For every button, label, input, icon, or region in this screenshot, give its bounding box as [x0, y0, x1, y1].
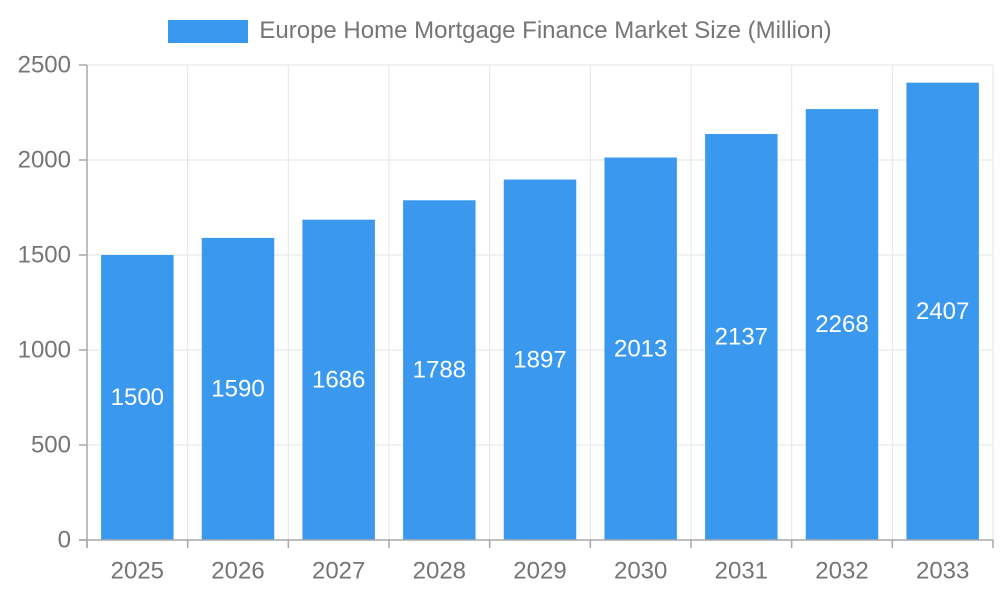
legend-item-series[interactable]: Europe Home Mortgage Finance Market Size… [168, 17, 832, 45]
x-tick-label-2031: 2031 [715, 558, 768, 585]
y-tick-label: 0 [58, 527, 71, 554]
bar-2029[interactable] [503, 179, 577, 540]
bar-value-label-2031: 2137 [715, 323, 768, 350]
x-tick-label-2027: 2027 [312, 558, 365, 585]
bar-2025[interactable] [101, 255, 174, 540]
x-tick-label-2030: 2030 [614, 558, 667, 585]
bar-value-label-2033: 2407 [916, 298, 969, 325]
x-tick-label-2032: 2032 [815, 558, 868, 585]
bar-value-label-2026: 1590 [211, 375, 264, 402]
chart-legend: Europe Home Mortgage Finance Market Size… [0, 17, 1000, 45]
bar-value-label-2027: 1686 [312, 366, 365, 393]
bar-2026[interactable] [201, 237, 275, 540]
bar-value-label-2030: 2013 [614, 335, 667, 362]
y-tick-label: 1500 [18, 242, 71, 269]
bar-2027[interactable] [302, 219, 375, 540]
y-tick-label: 500 [31, 432, 71, 459]
x-tick-label-2033: 2033 [916, 558, 969, 585]
bar-value-label-2025: 1500 [111, 384, 164, 411]
y-tick-label: 2000 [18, 147, 71, 174]
bar-value-label-2028: 1788 [413, 357, 466, 384]
bar-2033[interactable] [906, 82, 979, 541]
bar-2032[interactable] [805, 109, 879, 540]
x-tick-label-2028: 2028 [413, 558, 466, 585]
x-tick-label-2029: 2029 [513, 558, 566, 585]
x-tick-label-2025: 2025 [111, 558, 164, 585]
bar-value-label-2032: 2268 [815, 311, 868, 338]
bar-2030[interactable] [604, 157, 677, 540]
y-tick-label: 2500 [18, 52, 71, 79]
x-tick-label-2026: 2026 [211, 558, 264, 585]
bar-value-label-2029: 1897 [513, 346, 566, 373]
bar-2028[interactable] [403, 200, 476, 540]
y-tick-label: 1000 [18, 337, 71, 364]
bar-2031[interactable] [705, 133, 778, 540]
legend-label: Europe Home Mortgage Finance Market Size… [259, 17, 832, 44]
legend-swatch [168, 19, 249, 43]
